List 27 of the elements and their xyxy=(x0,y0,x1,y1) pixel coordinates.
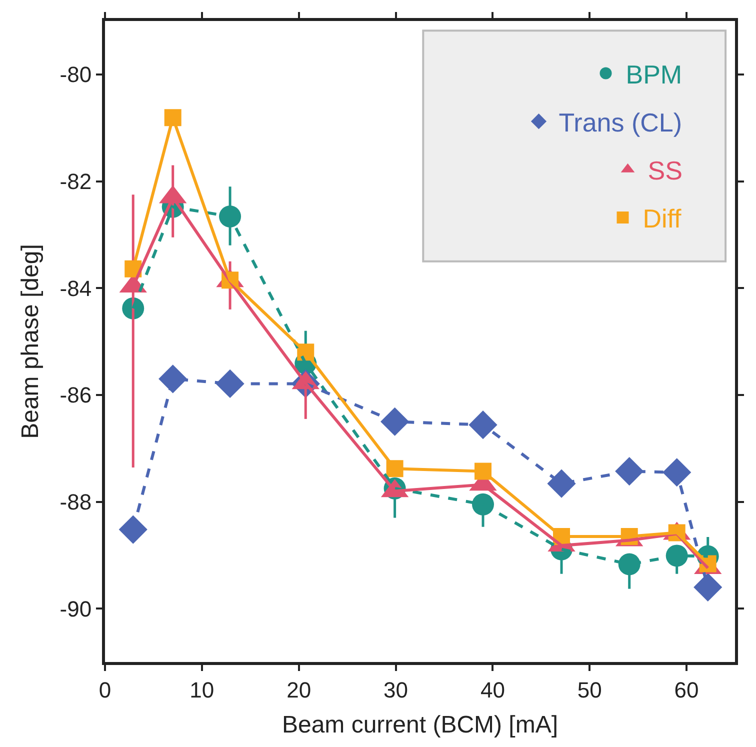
y-tick-label: -82 xyxy=(60,168,92,194)
point xyxy=(694,572,722,602)
point xyxy=(219,206,242,228)
x-tick-label: 20 xyxy=(286,677,312,702)
legend-label: Diff xyxy=(642,204,682,234)
legend-label: Trans (CL) xyxy=(558,107,682,138)
x-tick-label: 10 xyxy=(190,677,214,702)
y-tick-label: -90 xyxy=(60,596,92,622)
x-tick-label: 50 xyxy=(577,677,602,702)
legend-label: SS xyxy=(648,156,682,186)
point xyxy=(468,410,498,440)
x-tick-label: 0 xyxy=(98,677,112,702)
y-axis-title: Beam phase [deg] xyxy=(16,244,44,439)
x-tick-label: 40 xyxy=(480,677,505,702)
point xyxy=(380,407,410,436)
y-tick-label: -80 xyxy=(60,62,92,88)
legend-label: BPM xyxy=(626,59,682,90)
x-axis-title: Beam current (BCM) [mA] xyxy=(282,712,558,739)
point xyxy=(666,544,688,567)
point xyxy=(472,493,494,516)
x-tick-label: 30 xyxy=(384,677,408,702)
y-tick-label: -88 xyxy=(60,489,92,514)
point xyxy=(662,458,692,487)
x-tick-label: 60 xyxy=(674,677,699,702)
y-tick-label: -86 xyxy=(60,382,92,408)
point xyxy=(118,515,148,544)
y-tick-label: -84 xyxy=(60,276,92,301)
